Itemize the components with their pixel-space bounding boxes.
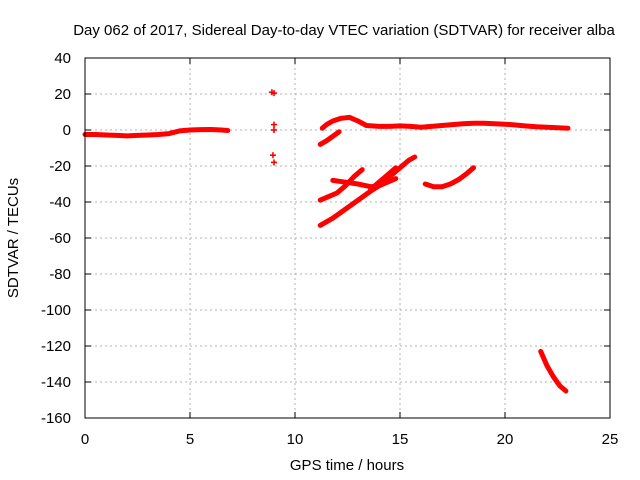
y-axis-label: SDTVAR / TECUs [5,178,22,298]
series-line [422,165,476,190]
y-tick-label: -60 [49,230,71,247]
data-point [271,90,277,97]
x-tick-label: 20 [497,431,514,448]
data-point [271,121,277,128]
y-tick-label: -20 [49,158,71,175]
y-tick-label: -80 [49,266,71,283]
series-line [317,154,418,228]
x-tick-label: 0 [81,431,89,448]
y-tick-label: -100 [41,302,71,319]
series-line [317,167,365,203]
x-tick-label: 15 [392,431,409,448]
y-tick-label: -140 [41,374,71,391]
series-line [319,114,571,131]
series-line [317,129,342,147]
y-tick-label: -160 [41,410,71,427]
y-tick-label: 40 [54,50,71,67]
data-point [271,159,277,166]
series-line [82,127,231,139]
chart-title: Day 062 of 2017, Sidereal Day-to-day VTE… [73,22,615,39]
y-tick-label: -40 [49,194,71,211]
data-series [82,89,571,394]
series-line [538,348,569,394]
grid [85,58,610,418]
x-axis-label: GPS time / hours [290,457,404,474]
data-point [269,152,276,159]
y-tick-label: 0 [63,122,71,139]
x-tick-label: 25 [602,431,619,448]
y-tick-label: 20 [54,86,71,103]
data-point [271,127,277,133]
x-tick-label: 10 [287,431,304,448]
series-line [368,165,399,192]
y-axis: -160 -140 -120 -100 -80 -60 -40 -20 0 20 40 [41,50,610,427]
x-tick-label: 5 [186,431,194,448]
x-axis: 0 5 10 15 20 25 [81,58,619,448]
y-tick-label: -120 [41,338,71,355]
